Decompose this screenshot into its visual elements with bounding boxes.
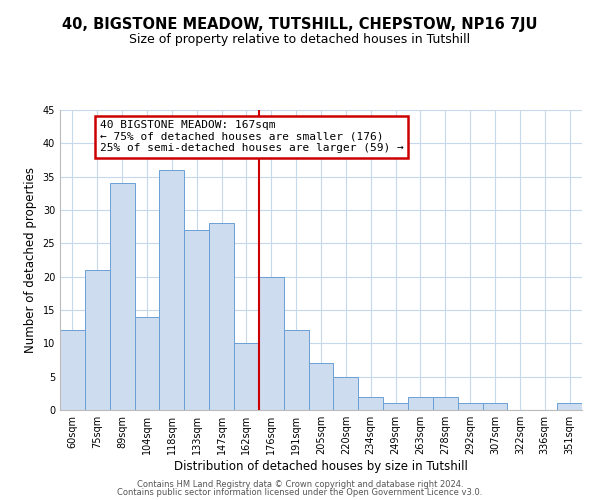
Bar bbox=[308, 364, 334, 410]
Bar bbox=[160, 170, 184, 410]
Bar bbox=[209, 224, 234, 410]
Text: Contains HM Land Registry data © Crown copyright and database right 2024.: Contains HM Land Registry data © Crown c… bbox=[137, 480, 463, 489]
Bar bbox=[60, 330, 85, 410]
Bar bbox=[433, 396, 458, 410]
Bar bbox=[358, 396, 383, 410]
Bar bbox=[85, 270, 110, 410]
Text: 40, BIGSTONE MEADOW, TUTSHILL, CHEPSTOW, NP16 7JU: 40, BIGSTONE MEADOW, TUTSHILL, CHEPSTOW,… bbox=[62, 18, 538, 32]
Bar bbox=[284, 330, 308, 410]
X-axis label: Distribution of detached houses by size in Tutshill: Distribution of detached houses by size … bbox=[174, 460, 468, 473]
Bar bbox=[234, 344, 259, 410]
Text: 40 BIGSTONE MEADOW: 167sqm
← 75% of detached houses are smaller (176)
25% of sem: 40 BIGSTONE MEADOW: 167sqm ← 75% of deta… bbox=[100, 120, 404, 153]
Bar bbox=[259, 276, 284, 410]
Bar bbox=[134, 316, 160, 410]
Bar bbox=[482, 404, 508, 410]
Bar bbox=[408, 396, 433, 410]
Bar bbox=[334, 376, 358, 410]
Bar bbox=[458, 404, 482, 410]
Bar bbox=[383, 404, 408, 410]
Text: Size of property relative to detached houses in Tutshill: Size of property relative to detached ho… bbox=[130, 32, 470, 46]
Y-axis label: Number of detached properties: Number of detached properties bbox=[24, 167, 37, 353]
Text: Contains public sector information licensed under the Open Government Licence v3: Contains public sector information licen… bbox=[118, 488, 482, 497]
Bar bbox=[110, 184, 134, 410]
Bar bbox=[557, 404, 582, 410]
Bar bbox=[184, 230, 209, 410]
